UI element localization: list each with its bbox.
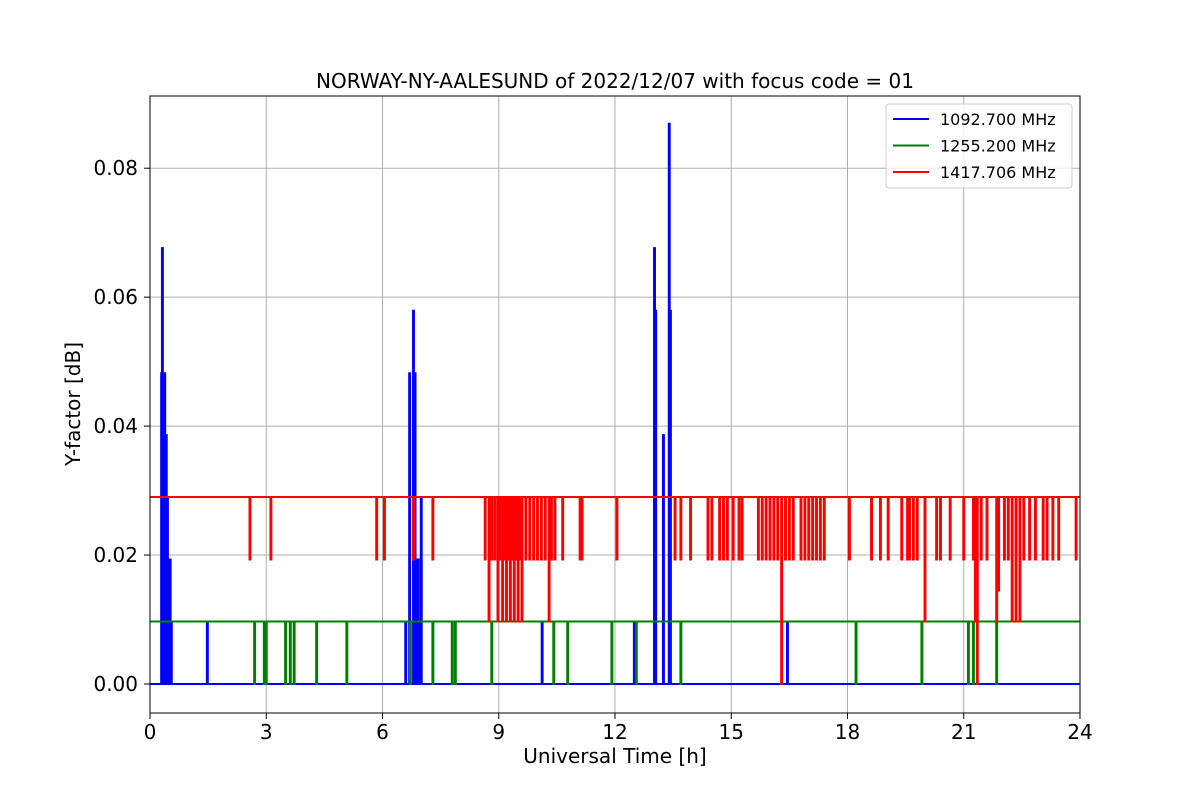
series-line-3	[150, 496, 1080, 685]
y-axis-label: Y-factor [dB]	[61, 342, 85, 467]
x-axis-label: Universal Time [h]	[523, 744, 706, 768]
x-tick-label: 21	[951, 720, 976, 744]
y-tick-label: 0.04	[93, 414, 138, 438]
plot-area	[150, 122, 1080, 685]
x-tick-label: 6	[376, 720, 389, 744]
x-tick-label: 12	[602, 720, 627, 744]
ticks: 0 3 6 9 12 15 18 21 24 0.00 0.02 0.04 0.06 0.08	[93, 156, 1092, 744]
y-tick-label: 0.02	[93, 543, 138, 567]
x-tick-label: 3	[260, 720, 273, 744]
x-tick-label: 24	[1067, 720, 1092, 744]
legend-label: 1255.200 MHz	[940, 137, 1056, 156]
legend-frame	[885, 103, 1073, 189]
y-tick-label: 0.00	[93, 672, 138, 696]
y-tick-label: 0.06	[93, 285, 138, 309]
legend-label: 1092.700 MHz	[940, 110, 1056, 129]
x-tick-label: 9	[492, 720, 505, 744]
legend-label: 1417.706 MHz	[940, 163, 1056, 182]
series-line-2	[150, 620, 1080, 685]
x-tick-label: 18	[835, 720, 860, 744]
y-tick-label: 0.08	[93, 156, 138, 180]
legend: 1092.700 MHz 1255.200 MHz 1417.706 MHz	[885, 103, 1073, 189]
x-tick-label: 15	[719, 720, 744, 744]
x-tick-label: 0	[144, 720, 157, 744]
chart-title: NORWAY-NY-AALESUND of 2022/12/07 with fo…	[316, 69, 914, 93]
